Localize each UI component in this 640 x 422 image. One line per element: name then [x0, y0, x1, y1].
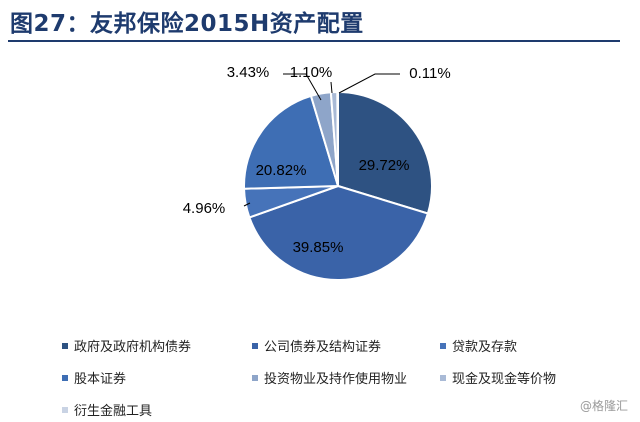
legend-swatch	[252, 342, 258, 349]
title-divider	[8, 40, 620, 42]
data-label: 1.10%	[290, 64, 333, 81]
leader-line	[330, 81, 333, 94]
legend-item: 衍生金融工具	[62, 400, 152, 419]
legend-swatch	[440, 374, 446, 381]
legend-item: 公司债券及结构证券	[252, 336, 381, 355]
chart-title: 图27：友邦保险2015H资产配置	[10, 11, 364, 37]
pie-slice	[336, 90, 339, 187]
legend-label: 公司债券及结构证券	[264, 340, 382, 355]
legend-label: 衍生金融工具	[74, 404, 153, 419]
watermark: @格隆汇	[579, 399, 628, 413]
data-label: 29.72%	[359, 157, 410, 174]
legend-swatch	[252, 374, 258, 381]
pie-slice	[337, 90, 433, 215]
leader-line	[283, 73, 322, 101]
pie-slice	[248, 184, 430, 281]
legend-item: 投资物业及持作使用物业	[252, 368, 407, 387]
legend-item: 现金及现金等价物	[440, 368, 556, 387]
legend-swatch	[440, 342, 446, 349]
legend-item: 政府及政府机构债券	[62, 336, 191, 355]
data-label: 4.96%	[183, 200, 226, 217]
legend-item: 贷款及存款	[440, 336, 517, 355]
legend-swatch	[62, 374, 68, 381]
pie-slice	[243, 94, 340, 190]
leader-line	[338, 73, 400, 94]
legend-label: 政府及政府机构债券	[74, 340, 192, 355]
legend-item: 股本证券	[62, 368, 126, 387]
legend-label: 现金及现金等价物	[452, 372, 557, 387]
data-label: 3.43%	[227, 64, 270, 81]
legend-label: 投资物业及持作使用物业	[264, 372, 408, 387]
legend-label: 股本证券	[74, 372, 127, 387]
data-label: 20.82%	[256, 162, 307, 179]
legend-label: 贷款及存款	[452, 340, 518, 355]
pie-chart: 29.72% 39.85% 4.96% 20.82% 3.43% 1.10% 0.11%	[183, 64, 451, 281]
data-label: 39.85%	[293, 239, 344, 256]
leader-line	[243, 202, 251, 207]
data-label: 0.11%	[409, 65, 450, 82]
legend-swatch	[62, 342, 68, 349]
legend-swatch	[62, 406, 68, 413]
